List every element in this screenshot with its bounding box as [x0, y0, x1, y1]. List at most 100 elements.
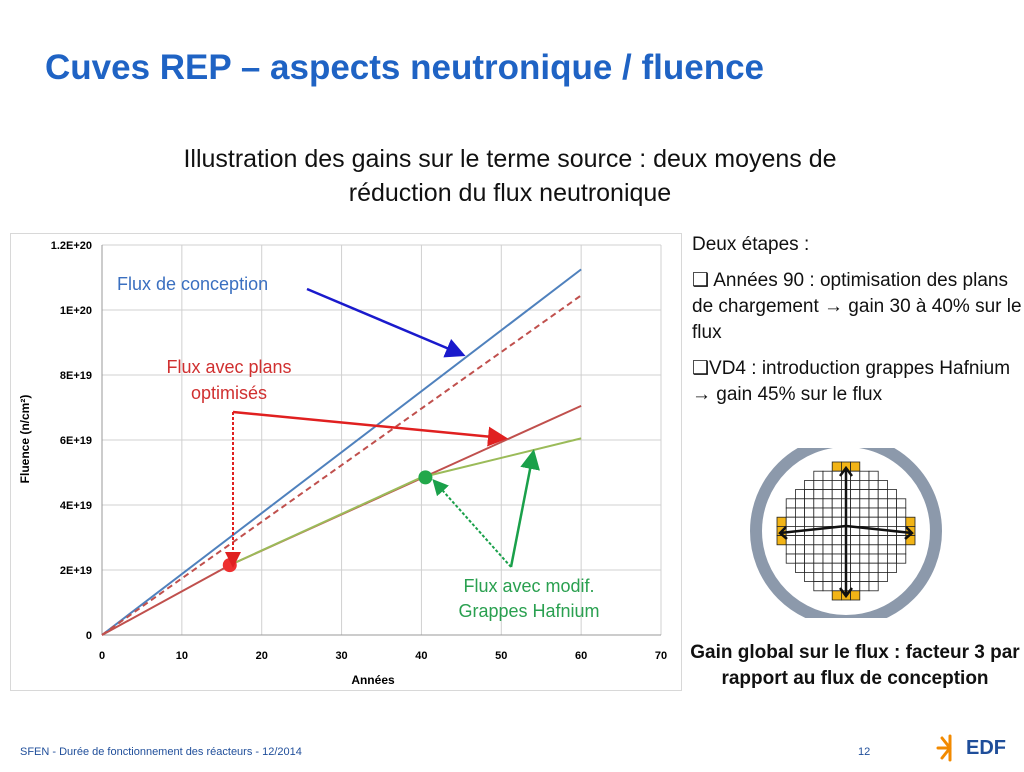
- core-cell: [822, 507, 833, 518]
- core-cell: [859, 507, 870, 518]
- core-cell: [776, 516, 787, 527]
- core-cell: [868, 480, 879, 491]
- core-cell: [795, 498, 806, 509]
- annotation-arrow-optimised: [232, 410, 508, 447]
- conclusion-text: Gain global sur le flux : facteur 3 par …: [690, 642, 1020, 689]
- core-cell: [831, 480, 842, 491]
- x-axis-label: Années: [351, 673, 395, 687]
- core-cell: [850, 480, 861, 491]
- core-cell: [868, 489, 879, 500]
- core-cell: [813, 489, 824, 500]
- core-cell: [831, 544, 842, 555]
- step-1: ❑ Années 90 : optimisation des plans de …: [692, 270, 1022, 343]
- core-cell: [795, 489, 806, 500]
- core-cell: [822, 516, 833, 527]
- core-cell: [877, 553, 888, 564]
- core-cell: [822, 581, 833, 592]
- core-cell: [859, 489, 870, 500]
- core-cell: [868, 562, 879, 573]
- core-cell: [868, 470, 879, 481]
- core-cell: [877, 498, 888, 509]
- y-tick-label: 6E+19: [60, 435, 92, 447]
- core-cell: [850, 535, 861, 546]
- core-cell: [813, 498, 824, 509]
- core-cell: [822, 470, 833, 481]
- core-cell: [896, 535, 907, 546]
- x-tick-label: 40: [415, 650, 427, 662]
- reactor-core-diagram: [750, 448, 942, 618]
- core-cell: [868, 498, 879, 509]
- series-marker: [418, 470, 433, 485]
- x-tick-label: 20: [256, 650, 268, 662]
- core-cell: [886, 507, 897, 518]
- right-panel: Deux étapes : ❑ Années 90 : optimisation…: [692, 232, 1022, 418]
- core-cell: [813, 535, 824, 546]
- core-cell: [831, 516, 842, 527]
- x-tick-label: 0: [99, 650, 105, 662]
- core-cell: [822, 572, 833, 583]
- horizontal-arrow-icon: [778, 524, 914, 540]
- x-tick-label: 50: [495, 650, 507, 662]
- edf-logo: EDF: [936, 734, 1006, 762]
- core-cell: [896, 498, 907, 509]
- core-cell: [785, 535, 796, 546]
- core-cell: [850, 572, 861, 583]
- y-tick-label: 2E+19: [60, 565, 92, 577]
- core-cell: [822, 480, 833, 491]
- core-cell: [868, 516, 879, 527]
- x-tick-label: 70: [655, 650, 667, 662]
- core-cell: [868, 572, 879, 583]
- core-cell: [850, 507, 861, 518]
- core-cell: [850, 544, 861, 555]
- core-cell: [886, 489, 897, 500]
- annotation-design: Flux de conception: [117, 274, 268, 294]
- core-cell: [804, 480, 815, 491]
- core-cell: [813, 507, 824, 518]
- core-cell: [886, 562, 897, 573]
- core-cell: [850, 489, 861, 500]
- core-cell: [859, 562, 870, 573]
- core-cell: [813, 470, 824, 481]
- core-cell: [886, 544, 897, 555]
- core-cell: [868, 507, 879, 518]
- core-cell: [877, 544, 888, 555]
- core-cell: [795, 544, 806, 555]
- core-cell: [804, 544, 815, 555]
- core-cell: [822, 544, 833, 555]
- core-cell: [850, 498, 861, 509]
- core-cell: [831, 572, 842, 583]
- core-cell: [859, 480, 870, 491]
- annotation-optimised-2: optimisés: [191, 383, 267, 403]
- core-cell: [886, 498, 897, 509]
- core-cell: [831, 590, 842, 601]
- slide-subtitle: Illustration des gains sur le terme sour…: [60, 142, 960, 210]
- core-cell: [813, 581, 824, 592]
- core-cell: [813, 572, 824, 583]
- core-cell: [886, 535, 897, 546]
- core-cell: [804, 572, 815, 583]
- core-cell: [896, 516, 907, 527]
- core-cell: [831, 535, 842, 546]
- core-cell: [886, 553, 897, 564]
- annotation-optimised-1: Flux avec plans: [166, 357, 291, 377]
- core-cell: [813, 553, 824, 564]
- core-cell: [850, 516, 861, 527]
- core-cell: [877, 489, 888, 500]
- core-cell: [896, 544, 907, 555]
- vertical-arrow-icon: [839, 465, 853, 599]
- vessel-ring: [750, 448, 942, 618]
- core-cell: [813, 480, 824, 491]
- core-cell: [795, 553, 806, 564]
- core-cell: [822, 498, 833, 509]
- y-tick-label: 0: [86, 630, 92, 642]
- core-cell: [804, 498, 815, 509]
- core-cell: [831, 461, 842, 472]
- core-cell: [831, 553, 842, 564]
- slide-title: Cuves REP – aspects neutronique / fluenc…: [45, 48, 765, 87]
- y-tick-label: 4E+19: [60, 500, 92, 512]
- y-tick-label: 1E+20: [60, 305, 92, 317]
- core-cell: [859, 535, 870, 546]
- core-cell: [850, 553, 861, 564]
- core-cell: [813, 544, 824, 555]
- core-cell: [896, 553, 907, 564]
